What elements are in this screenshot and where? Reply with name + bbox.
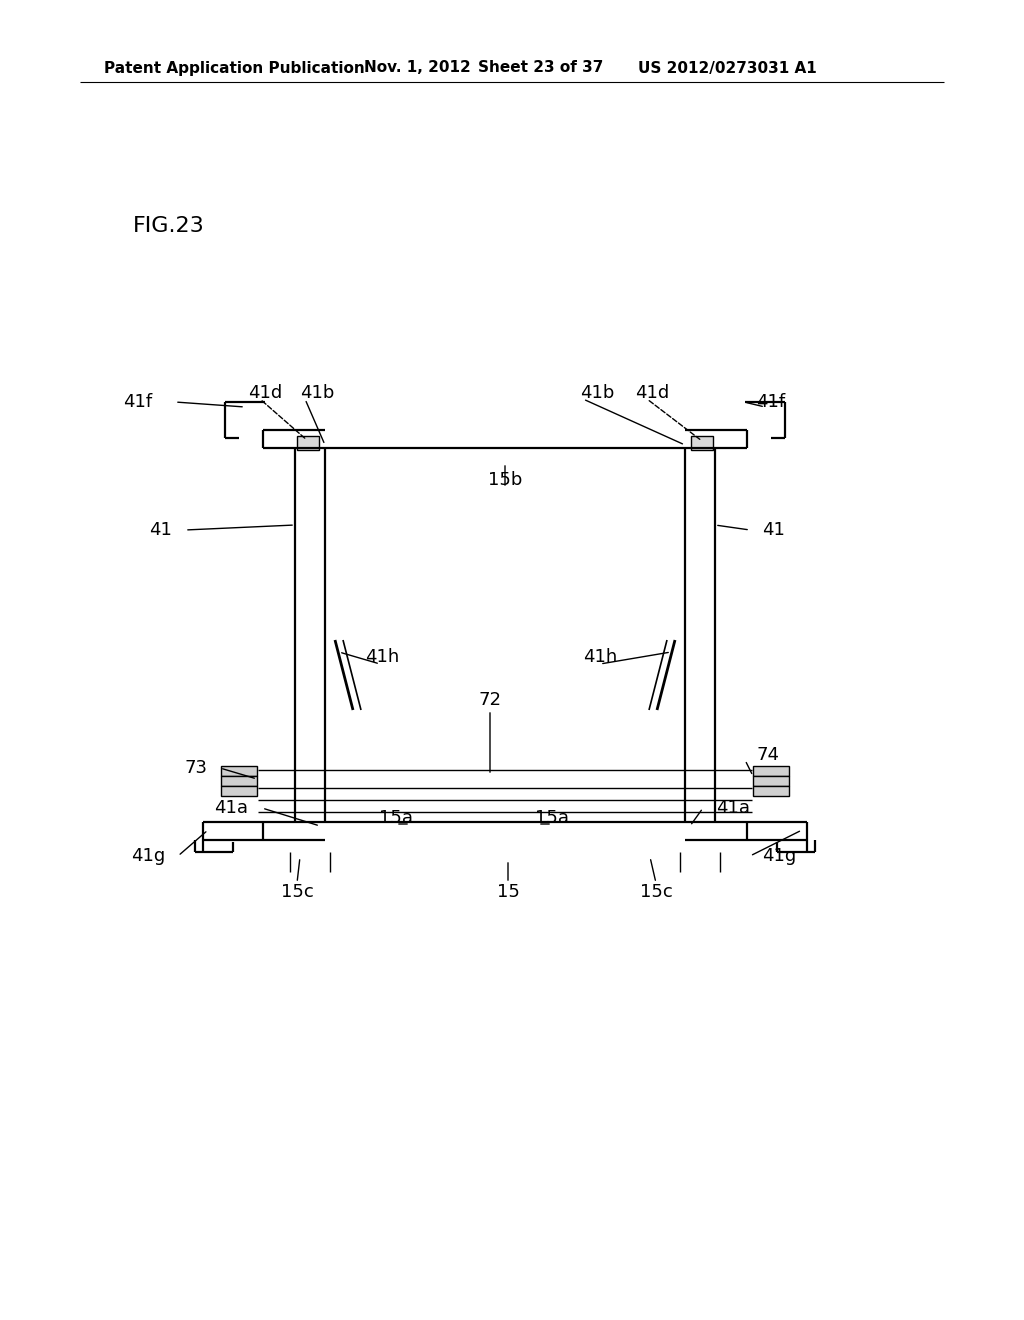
Text: 41f: 41f (756, 393, 785, 411)
Text: 74: 74 (756, 746, 779, 764)
Bar (221, 766, 257, 776)
Bar (753, 785, 790, 796)
Text: 72: 72 (478, 690, 502, 709)
Bar (753, 766, 790, 776)
Text: 73: 73 (185, 759, 208, 777)
Text: 15a: 15a (379, 809, 413, 828)
Text: Sheet 23 of 37: Sheet 23 of 37 (478, 61, 603, 75)
Text: 15a: 15a (535, 809, 569, 828)
Bar (753, 776, 790, 785)
Text: 41h: 41h (365, 648, 399, 667)
Text: 41a: 41a (214, 799, 248, 817)
Text: US 2012/0273031 A1: US 2012/0273031 A1 (638, 61, 817, 75)
Text: 41d: 41d (635, 384, 670, 403)
Text: 15: 15 (497, 883, 519, 902)
Text: 41b: 41b (580, 384, 614, 403)
Bar (221, 785, 257, 796)
Text: Nov. 1, 2012: Nov. 1, 2012 (364, 61, 471, 75)
Bar (297, 436, 319, 450)
Text: 41b: 41b (300, 384, 335, 403)
Text: 15c: 15c (281, 883, 313, 902)
Text: 41d: 41d (248, 384, 283, 403)
Text: 41a: 41a (716, 799, 750, 817)
Text: Patent Application Publication: Patent Application Publication (104, 61, 365, 75)
Text: 41f: 41f (123, 393, 152, 411)
Text: 41g: 41g (131, 847, 165, 865)
Text: 41h: 41h (583, 648, 617, 667)
Text: 41: 41 (150, 521, 172, 539)
Text: 41g: 41g (762, 847, 797, 865)
Bar (221, 776, 257, 785)
Text: 41: 41 (762, 521, 784, 539)
Bar (691, 436, 713, 450)
Text: 15c: 15c (640, 883, 673, 902)
Text: 15b: 15b (487, 471, 522, 488)
Text: FIG.23: FIG.23 (133, 216, 205, 236)
